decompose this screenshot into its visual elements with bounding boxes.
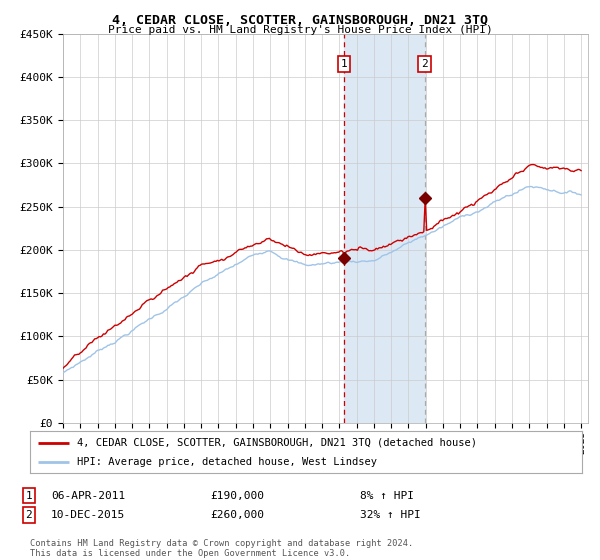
Text: Contains HM Land Registry data © Crown copyright and database right 2024.
This d: Contains HM Land Registry data © Crown c… bbox=[30, 539, 413, 558]
Text: 1: 1 bbox=[341, 59, 347, 69]
Text: 1: 1 bbox=[25, 491, 32, 501]
Text: 4, CEDAR CLOSE, SCOTTER, GAINSBOROUGH, DN21 3TQ (detached house): 4, CEDAR CLOSE, SCOTTER, GAINSBOROUGH, D… bbox=[77, 437, 477, 447]
Text: 06-APR-2011: 06-APR-2011 bbox=[51, 491, 125, 501]
Text: £260,000: £260,000 bbox=[210, 510, 264, 520]
Text: Price paid vs. HM Land Registry's House Price Index (HPI): Price paid vs. HM Land Registry's House … bbox=[107, 25, 493, 35]
Bar bbox=[344, 34, 425, 423]
Text: 4, CEDAR CLOSE, SCOTTER, GAINSBOROUGH, DN21 3TQ: 4, CEDAR CLOSE, SCOTTER, GAINSBOROUGH, D… bbox=[112, 14, 488, 27]
Text: £190,000: £190,000 bbox=[210, 491, 264, 501]
Text: 32% ↑ HPI: 32% ↑ HPI bbox=[360, 510, 421, 520]
Text: 10-DEC-2015: 10-DEC-2015 bbox=[51, 510, 125, 520]
Text: 2: 2 bbox=[421, 59, 428, 69]
Text: 2: 2 bbox=[25, 510, 32, 520]
Text: HPI: Average price, detached house, West Lindsey: HPI: Average price, detached house, West… bbox=[77, 457, 377, 467]
Text: 8% ↑ HPI: 8% ↑ HPI bbox=[360, 491, 414, 501]
